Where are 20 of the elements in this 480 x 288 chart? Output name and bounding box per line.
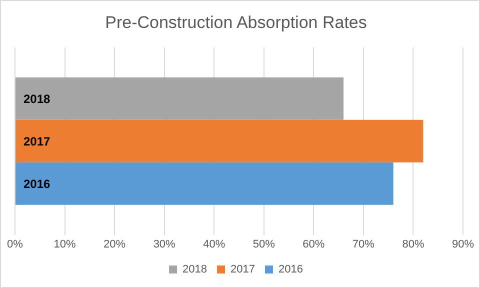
x-tick-label: 30% <box>153 238 176 250</box>
legend-label: 2018 <box>182 264 208 276</box>
bar <box>16 162 394 205</box>
legend-label: 2016 <box>278 264 303 276</box>
bar <box>16 77 344 120</box>
text: 2018 <box>24 92 50 106</box>
x-tick-label: 20% <box>104 238 126 250</box>
x-tick-label: 40% <box>203 238 226 250</box>
chart-title: Pre-Construction Absorption Rates <box>105 12 367 32</box>
x-tick-label: 70% <box>352 238 375 250</box>
x-tick-label: 0% <box>7 238 24 250</box>
bar <box>16 120 424 162</box>
text: 2016 <box>24 176 50 191</box>
x-tick-label: 50% <box>252 238 276 250</box>
text: 2017 <box>24 134 50 148</box>
x-tick-label: 80% <box>402 238 424 250</box>
legend-label: 2017 <box>230 264 255 276</box>
x-tick-label: 10% <box>54 238 76 250</box>
x-tick-label: 90% <box>452 238 474 250</box>
x-tick-label: 60% <box>302 238 325 250</box>
